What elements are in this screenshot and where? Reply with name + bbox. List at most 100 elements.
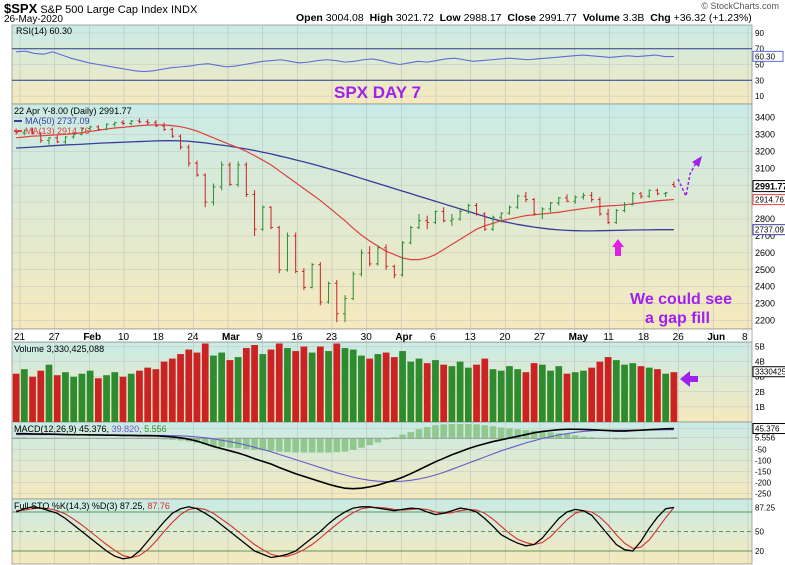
x-tick-label: 21 [14,332,26,343]
x-tick-label: May [569,332,589,343]
macd-histogram-bar [399,434,406,439]
macd-histogram-bar [317,438,324,453]
x-tick-label: 10 [118,332,130,343]
volume-bar [210,355,217,422]
volume-tick-label: 4B [755,358,765,367]
macd-histogram-bar [267,438,275,451]
price-tick-label: 3300 [755,129,775,139]
volume-bar [144,367,152,422]
annotation-note-line1: We could see [630,291,732,308]
volume-bar [275,343,283,422]
chart-canvas: RSI(14) 60.30 22 Apr Y-8.00 (Daily) 2991… [11,24,785,565]
index-name: S&P 500 Large Cap Index [40,4,168,16]
ma50-value-label: 2737.09 [755,226,784,235]
high-value: 3021.72 [395,12,434,24]
rsi-current-box [752,50,784,62]
dashed-arrow-icon [677,156,702,199]
macd-histogram-bar [530,430,538,439]
x-tick-label: 18 [638,332,650,343]
x-tick-label: 6 [430,332,436,343]
sto-legend-part: 87.76 [145,501,170,511]
x-tick-label: 13 [465,332,477,343]
macd-histogram-bar [481,425,489,439]
change-value: +36.32 (+1.23%) [673,12,752,24]
volume-bar [29,376,36,422]
volume-bar [464,367,472,422]
volume-bar [267,349,275,422]
volume-bar [136,370,143,422]
price-legend: 22 Apr Y-8.00 (Daily) 2991.77 [14,106,132,116]
macd-histogram-bar [580,436,587,439]
price-tick-label: 2700 [755,231,775,241]
macd-value-box [752,423,785,435]
volume-bar [284,348,291,422]
volume-bar [20,369,28,422]
volume-bar [390,357,398,422]
macd-histogram-bar [440,424,447,439]
volume-bar [300,346,308,422]
sto-panel: Full STO %K(14,3) %D(3) 87.25, 87.76 [12,501,752,560]
macd-histogram-bar [341,438,349,452]
open-value: 3004.08 [325,12,364,24]
volume-bar [177,354,184,422]
volume-bar [349,349,357,422]
volume-bar [555,366,563,422]
rsi-tick-label: 10 [755,92,764,101]
price-tick-label: 3100 [755,163,775,173]
volume-bar [637,366,645,422]
macd-histogram-bar [374,438,382,443]
sto-legend: Full STO %K(14,3) %D(3) 87.25, 87.76 [14,501,170,511]
last-close-label: 2991.77 [755,182,785,192]
volume-bar [612,360,620,422]
price-tick-label: 2300 [755,299,775,309]
price-tick-label: 2400 [755,282,775,292]
macd-tick-label: -200 [755,479,772,488]
left-arrow-icon [680,371,698,387]
volume-bar [382,352,390,422]
volume-bar [662,373,670,422]
macd-histogram-bar [325,438,332,453]
ma50-value-box [752,224,785,236]
volume-bar [473,364,480,422]
annotation-note-line2: a gap fill [645,310,710,327]
ma50-legend: MA(50) 2737.09 [25,116,90,126]
macd-legend-part: 5.556 [142,424,167,434]
macd-histogram-bar [243,438,250,450]
ma13-line [16,124,674,261]
macd-histogram-bar [275,438,283,452]
macd-histogram-bar [456,423,464,439]
sto-legend-part: Full STO %K(14,3) %D(3) [14,501,117,511]
volume-bar [70,376,78,422]
volume-bar [588,367,596,422]
macd-legend-part: 39.820, [109,424,142,434]
rsi-tick-label: 70 [755,45,764,54]
macd-histogram-bar [473,424,480,439]
volume-bar [316,346,324,422]
macd-histogram-bar [555,433,563,439]
volume-bar [596,361,604,422]
close-value: 2991.77 [538,12,577,24]
volume-bar [358,355,365,422]
sto-tick-label: 87.25 [755,503,776,512]
macd-legend-part: MACD(12,26,9) [14,424,77,434]
volume-bar [325,351,332,422]
volume-bar [621,364,628,422]
volume-bar [168,358,176,422]
volume-bar [53,375,61,422]
volume-bar [522,372,530,422]
volume-bar [152,369,160,422]
ma13-value-label: 2914.76 [755,196,784,205]
macd-histogram-bar [489,426,497,439]
macd-legend: MACD(12,26,9) 45.376, 39.820, 5.556 [14,424,167,434]
volume-bar [374,354,382,422]
macd-tick-label: -50 [755,446,767,455]
panel-bg-vol [11,341,753,423]
macd-histogram-bar [391,437,398,439]
volume-bar [432,360,439,422]
volume-bar [563,373,571,422]
macd-histogram-bar [251,438,258,450]
macd-line [16,427,674,490]
volume-bar [127,373,135,422]
macd-histogram-bar [423,427,431,439]
